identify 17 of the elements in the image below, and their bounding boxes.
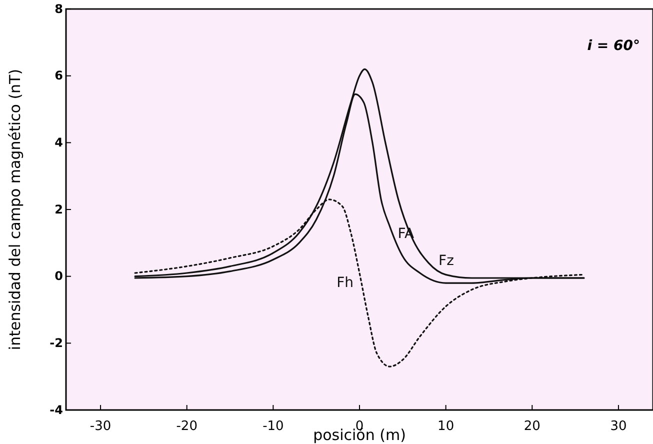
y-tick-label: 6 (54, 68, 63, 83)
y-tick-label: 2 (54, 202, 63, 216)
y-tick-label: 8 (54, 2, 63, 16)
y-tick-label: -4 (50, 402, 63, 417)
x-tick-label: 30 (610, 418, 627, 434)
x-tick-label: -10 (262, 418, 284, 434)
series-label: Fz (438, 252, 454, 269)
y-tick-label: 0 (54, 269, 63, 284)
annotation: i = 60° (587, 38, 640, 54)
x-tick-label: 10 (438, 418, 454, 434)
x-tick-label: 20 (524, 418, 540, 434)
y-axis-title: intensidad del campo magnético (nT) (6, 68, 24, 350)
series-label: Fh (336, 274, 354, 291)
y-tick-label: -2 (50, 336, 63, 350)
y-tick-label: 4 (54, 136, 63, 150)
x-tick-label: -30 (90, 418, 112, 434)
x-tick-label: -20 (176, 418, 198, 434)
